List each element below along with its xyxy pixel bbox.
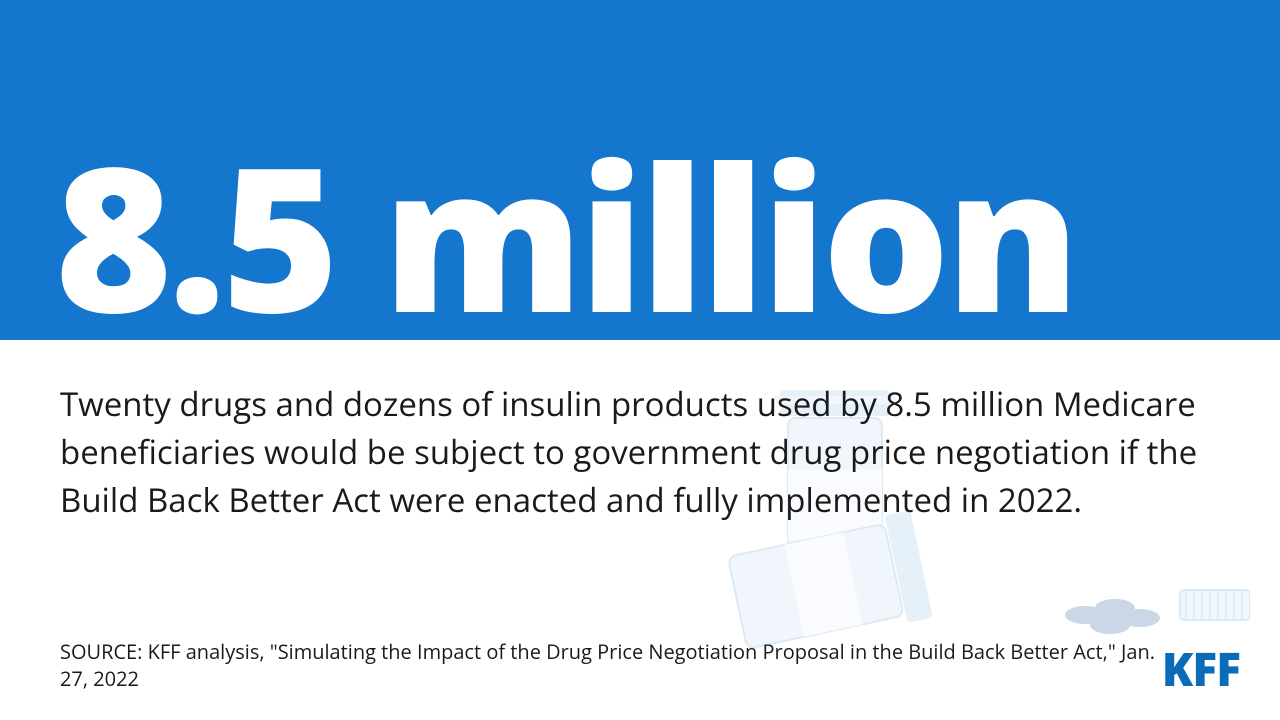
hero-headline: 8.5 million (55, 140, 1076, 330)
body-paragraph: Twenty drugs and dozens of insulin produ… (60, 380, 1220, 524)
infographic-page: 8.5 million (0, 0, 1280, 720)
source-citation: SOURCE: KFF analysis, "Simulating the Im… (60, 638, 1162, 692)
hero-banner: 8.5 million (0, 0, 1280, 340)
footer-row: SOURCE: KFF analysis, "Simulating the Im… (60, 638, 1240, 692)
kff-logo: KFF (1162, 646, 1240, 692)
